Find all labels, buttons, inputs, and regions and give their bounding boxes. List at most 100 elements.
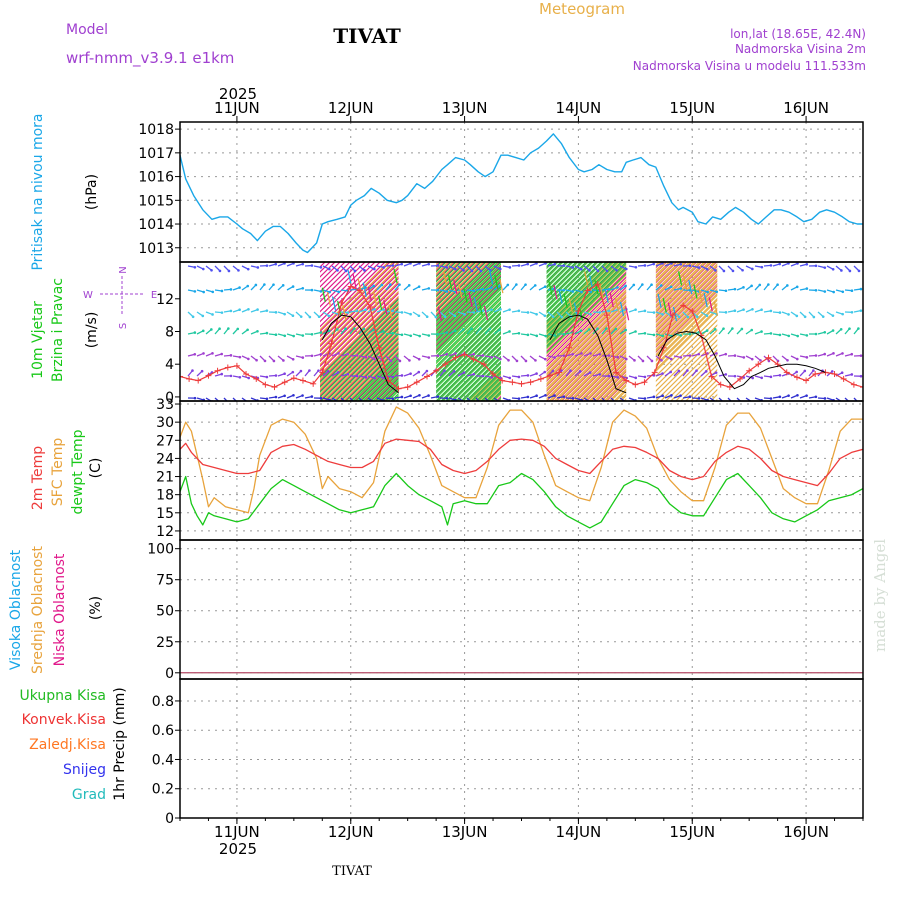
wind-arrow-head (688, 264, 692, 268)
wind-arrow-head (760, 376, 764, 380)
y-tick-label: 12 (156, 292, 174, 308)
wind-arrow-head (517, 331, 521, 335)
wind-arrow-head (229, 288, 233, 291)
wind-arrow-head (247, 357, 250, 361)
wind-arrow-head (255, 358, 258, 362)
wind-arrow-head (220, 352, 224, 356)
wind-arrow-head (409, 312, 412, 316)
wind-smooth-line (549, 314, 627, 394)
wind-arrow-head (733, 309, 737, 312)
wind-arrow-head (526, 333, 530, 337)
wind-arrow-head (291, 357, 295, 361)
wind-arrow-head (697, 397, 701, 400)
wind-arrow-head (355, 309, 359, 313)
wind-arrow-head (679, 287, 683, 290)
wind-arrow-head (795, 285, 799, 289)
pressure-axis-labels: Pritisak na nivou mora (hPa) (30, 113, 100, 270)
wind-arrow-head (624, 328, 628, 332)
wind-label-1: 10m Vjetar (30, 301, 46, 379)
wind-arrow (619, 397, 626, 401)
wind-arrow-head (652, 395, 656, 399)
wind-arrow-head (274, 311, 278, 314)
band-arrow (494, 274, 499, 289)
wind-arrow-head (200, 369, 204, 373)
wind-arrow-head (787, 334, 791, 338)
wind-arrow-head (246, 328, 249, 332)
wind-arrow-head (814, 264, 818, 268)
wind-arrow-head (434, 315, 438, 319)
wind-arrow-head (769, 397, 773, 400)
wind-arrow-head (643, 375, 647, 379)
wind-arrow-head (812, 369, 815, 372)
wind-arrow-head (679, 334, 683, 337)
wind-arrow-head (850, 310, 854, 314)
wind-arrow-head (398, 283, 401, 286)
legend-grad: Grad (72, 787, 106, 803)
wind-arrow-head (283, 372, 286, 376)
wind-arrow-head (470, 327, 473, 330)
wind-arrow-head (211, 313, 214, 316)
bottom-day-label: 16JUN (783, 823, 829, 841)
wind-arrow-head (830, 370, 834, 373)
bottom-day-label: 11JUN (214, 823, 260, 841)
wind-arrow-head (741, 268, 744, 272)
y-tick-label: 27 (156, 433, 174, 449)
wind-arrow-head (472, 372, 476, 376)
wind-arrow-head (616, 356, 620, 359)
band-arrow (698, 288, 703, 303)
compass-e: E (151, 290, 157, 301)
wind-arrow-head (283, 312, 286, 316)
hatch-line (320, 262, 462, 401)
wind-arrow-head (372, 267, 376, 271)
wind-arrow-head (543, 285, 547, 288)
wind-arrow-head (814, 354, 818, 357)
series-layer (180, 133, 863, 818)
wind-arrow-head (355, 374, 359, 378)
band-arrow (688, 279, 693, 295)
wind-arrow-head (805, 394, 808, 397)
t2m-label: 2m Temp (30, 446, 46, 510)
wind-arrow-head (472, 289, 476, 293)
wind-arrow-head (389, 283, 392, 286)
wind-arrow-head (454, 352, 457, 355)
cloud-unit: (%) (88, 596, 104, 620)
wind-arrow-head (533, 284, 537, 287)
wind-arrow-head (714, 371, 718, 374)
wind-arrow-head (227, 269, 231, 273)
wind-arrow-head (418, 334, 421, 338)
dewpt-line-group (180, 472, 863, 529)
wind-arrow (493, 397, 500, 401)
wind-arrow-head (814, 395, 818, 399)
wind-arrow-head (812, 315, 816, 319)
wind-arrow-head (436, 332, 440, 336)
wind-arrow-head (776, 283, 779, 287)
hatch-line (322, 262, 464, 401)
wind-arrow-head (517, 309, 521, 313)
wind-arrow-head (598, 311, 602, 314)
wind-arrow-head (778, 311, 782, 314)
y-tick-label: 30 (156, 415, 174, 431)
wind-arrow-head (740, 327, 744, 331)
wind-arrow-head (310, 395, 314, 398)
wind-arrow-head (596, 269, 600, 273)
sfc-label: SFC Temp (50, 438, 66, 507)
wind-arrow-head (859, 354, 863, 357)
wind-arrow-head (841, 312, 844, 316)
wind-arrow-head (750, 328, 754, 332)
band-arrow (378, 295, 383, 310)
bottom-day-label: 14JUN (556, 823, 602, 841)
lonlat-label: lon,lat (18.65E, 42.4N) (730, 27, 866, 41)
wind-arrow-head (724, 289, 728, 293)
wind-arrow-head (382, 308, 385, 311)
wind-arrow-head (353, 269, 357, 273)
wind-arrow-head (787, 313, 790, 316)
wind-arrow-head (191, 369, 194, 372)
wind-arrow-head (400, 395, 404, 399)
band-arrow (437, 306, 442, 321)
wind-arrow-head (425, 315, 429, 319)
wind-arrow-head (722, 269, 726, 273)
wind-arrow-head (391, 375, 395, 379)
band-arrow (594, 279, 599, 295)
band-arrow (584, 271, 589, 286)
wind-arrow-head (831, 268, 835, 271)
